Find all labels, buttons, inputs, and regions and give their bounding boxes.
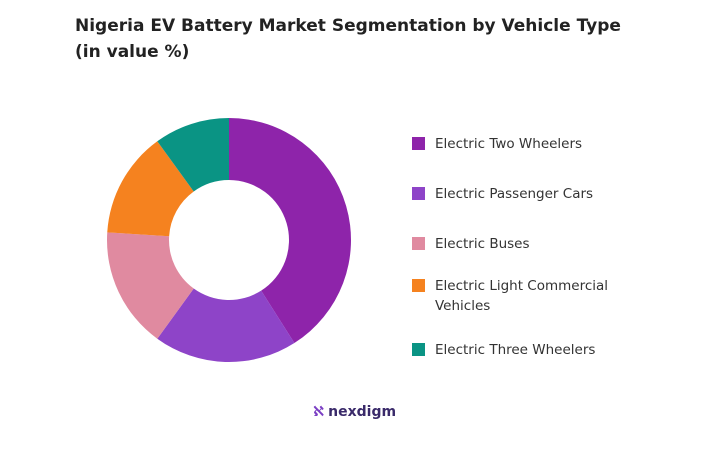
donut-slice [157,118,229,192]
donut-slice [107,141,194,237]
legend-swatch [412,279,425,292]
chart-title: Nigeria EV Battery Market Segmentation b… [75,16,621,36]
legend-item: Electric Two Wheelers [412,134,625,154]
donut-slice [106,232,194,339]
brand-name: nexdigm [328,404,397,420]
legend-swatch [412,237,425,250]
brand-logo: ℵ nexdigm [313,404,397,420]
legend-swatch [412,343,425,356]
legend-item: Electric Buses [412,234,625,254]
donut-slice [229,118,351,344]
legend-label: Electric Passenger Cars [435,186,594,202]
legend-swatch [412,137,425,150]
legend-swatch [412,187,425,200]
legend-label: Electric Light Commercial Vehicles [435,278,609,314]
legend-label: Electric Two Wheelers [435,136,583,152]
legend-item: Electric Passenger Cars [412,184,625,204]
legend-item: Electric Three Wheelers [412,340,625,360]
chart-subtitle: (in value %) [75,42,190,62]
legend-label: Electric Buses [435,236,530,252]
donut-slice [157,288,295,362]
legend-item: Electric Light Commercial Vehicles [412,276,625,316]
legend-label: Electric Three Wheelers [435,342,596,358]
